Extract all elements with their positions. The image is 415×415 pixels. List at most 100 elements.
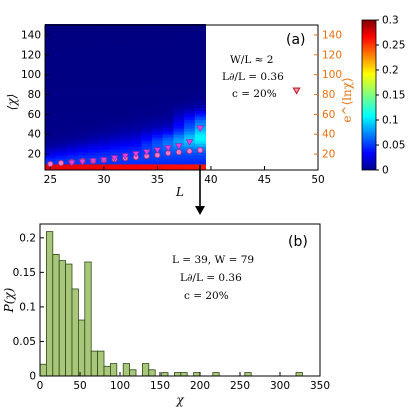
heatmap-cell	[119, 35, 132, 40]
heatmap-cell	[98, 155, 110, 159]
heatmap-cell	[173, 24, 185, 28]
heatmap-cell	[55, 41, 67, 46]
heatmap-cell	[109, 71, 121, 76]
heatmap-cell	[77, 152, 89, 156]
y-tick-label-right: 80	[322, 89, 335, 101]
heatmap-cell	[152, 77, 164, 82]
heatmap-cell	[77, 77, 89, 82]
heatmap-cell	[87, 164, 99, 168]
heatmap-cell	[45, 24, 57, 28]
heatmap-cell	[87, 65, 99, 70]
heatmap-cell	[141, 77, 153, 82]
heatmap-cell	[98, 98, 110, 102]
heatmap-cell	[87, 47, 99, 52]
heatmap-cell	[141, 80, 153, 84]
heatmap-cell	[109, 50, 121, 55]
heatmap-cell	[184, 68, 196, 73]
heatmap-cell	[55, 24, 67, 28]
colorbar-tick-label: 0	[382, 165, 389, 177]
heatmap-cell	[66, 122, 78, 126]
heatmap-cell	[109, 113, 121, 117]
heatmap-cell	[87, 113, 99, 117]
heatmap-cell	[141, 119, 153, 123]
histogram-bar	[97, 350, 105, 377]
heatmap-cell	[66, 110, 78, 114]
heatmap-cell	[98, 131, 110, 135]
heatmap-cell	[109, 29, 121, 34]
heatmap-cell	[194, 152, 206, 156]
heatmap-cell	[162, 53, 174, 58]
heatmap-cell	[77, 167, 89, 171]
heatmap-cell	[152, 128, 164, 132]
panel-a-annotation-3: c = 20%	[232, 88, 277, 100]
triangle-marker	[142, 149, 151, 156]
heatmap-cell	[119, 143, 132, 147]
heatmap-cell	[98, 50, 110, 55]
heatmap-cell	[173, 59, 185, 64]
heatmap-cell	[87, 149, 99, 153]
panel-b-y-label: P(χ)	[2, 287, 16, 313]
y-tick-label-right: 140	[322, 29, 342, 41]
histogram-bar	[46, 231, 54, 377]
heatmap-cell	[98, 113, 110, 117]
heatmap-cell	[184, 71, 196, 76]
panel-a-y-label-left: ⟨χ⟩	[5, 94, 19, 111]
triangle-marker	[110, 155, 119, 162]
heatmap-cell	[173, 80, 185, 84]
heatmap-cell	[55, 122, 67, 126]
heatmap-cell	[87, 83, 99, 87]
panel-a: 25 30 35 40 45 50 20 40 60 80 100 120 140 20 40 60 80 1…	[5, 15, 405, 200]
heatmap-cell	[87, 116, 99, 120]
heatmap-cell	[66, 71, 78, 76]
heatmap-cell	[66, 56, 78, 61]
heatmap-cell	[173, 131, 185, 135]
heatmap-cell	[77, 140, 89, 144]
heatmap-cell	[152, 38, 164, 43]
heatmap-cell	[162, 134, 174, 138]
colorbar-tick-label: 0.1	[382, 115, 399, 127]
connector-arrow	[195, 165, 205, 215]
heatmap-cell	[184, 110, 196, 114]
heatmap-cell	[66, 77, 78, 82]
heatmap-cell	[87, 122, 99, 126]
heatmap-cell	[141, 125, 153, 129]
heatmap-cell	[55, 89, 67, 93]
heatmap-cell	[119, 116, 132, 120]
heatmap-cell	[162, 41, 174, 46]
heatmap-cell	[162, 92, 174, 96]
heatmap-cell	[55, 125, 67, 129]
heatmap-cell	[45, 83, 57, 87]
heatmap-cell	[77, 128, 89, 132]
heatmap-cell	[98, 95, 110, 99]
heatmap-cell	[109, 164, 121, 168]
colorbar-tick-label: 0.25	[382, 40, 405, 52]
heatmap-cell	[109, 110, 121, 114]
heatmap-cell	[184, 116, 196, 120]
heatmap-cell	[184, 98, 196, 102]
heatmap-cell	[98, 71, 110, 76]
colorbar	[361, 19, 377, 171]
heatmap-cell	[184, 122, 196, 126]
heatmap-cell	[66, 41, 78, 46]
heatmap-cell	[173, 32, 185, 37]
heatmap-cell	[77, 110, 89, 114]
heatmap-cell	[194, 113, 206, 117]
heatmap-cell	[130, 50, 142, 55]
heatmap-cell	[162, 56, 174, 61]
heatmap-cell	[87, 128, 99, 132]
heatmap-cell	[77, 131, 89, 135]
heatmap-cell	[98, 83, 110, 87]
histogram-bar	[90, 350, 98, 377]
heatmap-cell	[45, 68, 57, 73]
heatmap-cell	[194, 38, 206, 43]
heatmap-cell	[55, 71, 67, 76]
heatmap-cell	[184, 44, 196, 49]
heatmap-cell	[173, 110, 185, 114]
heatmap-cell	[184, 38, 196, 43]
heatmap-cell	[194, 104, 206, 108]
heatmap-cell	[162, 68, 174, 73]
heatmap-cell	[152, 161, 164, 165]
heatmap-cell	[98, 24, 110, 28]
y-tick-label: 0.15	[13, 267, 36, 279]
heatmap-cell	[45, 53, 57, 58]
